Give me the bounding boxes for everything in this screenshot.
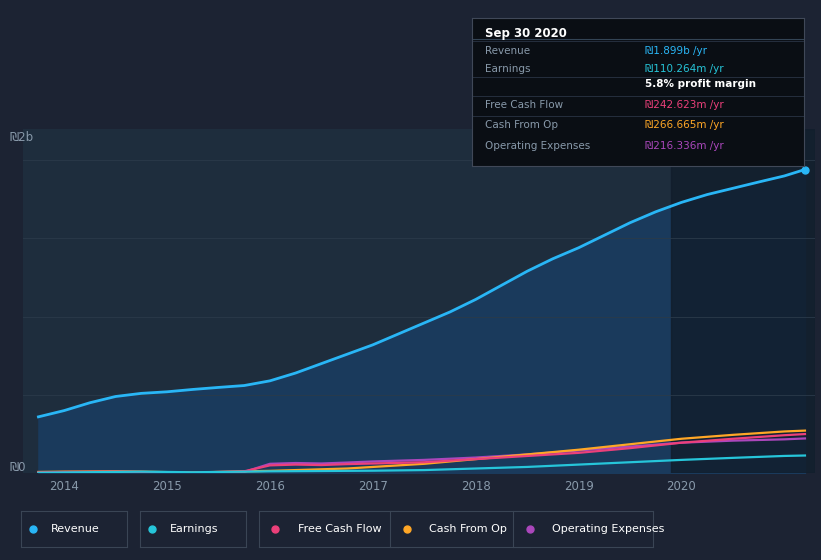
Text: 5.8% profit margin: 5.8% profit margin — [644, 79, 755, 89]
Bar — [672, 129, 815, 473]
Text: ₪1.899b /yr: ₪1.899b /yr — [644, 45, 707, 55]
Text: Free Cash Flow: Free Cash Flow — [298, 524, 381, 534]
Text: ₪216.336m /yr: ₪216.336m /yr — [644, 141, 723, 151]
Text: ₪266.665m /yr: ₪266.665m /yr — [644, 120, 723, 130]
Text: ₪110.264m /yr: ₪110.264m /yr — [644, 64, 723, 74]
Text: Cash From Op: Cash From Op — [429, 524, 507, 534]
Text: Operating Expenses: Operating Expenses — [485, 141, 590, 151]
Text: Sep 30 2020: Sep 30 2020 — [485, 27, 567, 40]
Text: Operating Expenses: Operating Expenses — [553, 524, 664, 534]
Text: Revenue: Revenue — [50, 524, 99, 534]
Text: Revenue: Revenue — [485, 45, 530, 55]
Text: Earnings: Earnings — [169, 524, 218, 534]
Text: Earnings: Earnings — [485, 64, 531, 74]
Text: ₪242.623m /yr: ₪242.623m /yr — [644, 100, 723, 110]
Text: ₪0: ₪0 — [10, 461, 26, 474]
Text: Free Cash Flow: Free Cash Flow — [485, 100, 563, 110]
Text: Cash From Op: Cash From Op — [485, 120, 558, 130]
Text: ₪2b: ₪2b — [10, 130, 34, 144]
